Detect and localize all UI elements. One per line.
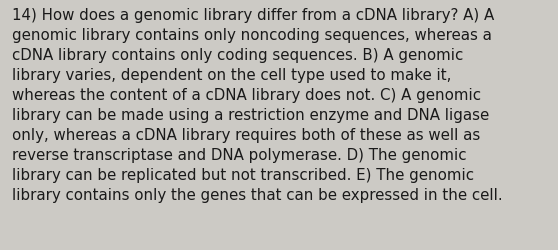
Text: 14) How does a genomic library differ from a cDNA library? A) A
genomic library : 14) How does a genomic library differ fr… [12,8,503,202]
